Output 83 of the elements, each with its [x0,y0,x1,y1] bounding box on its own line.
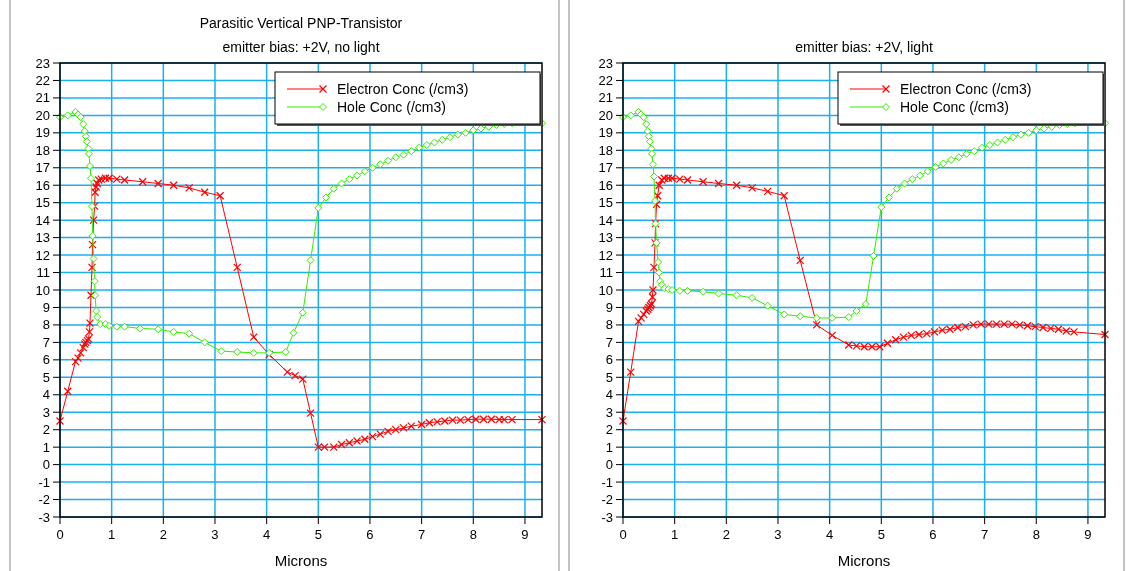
y-tick-label: 23 [598,55,613,71]
x-tick-label: 2 [159,527,167,542]
y-tick-label: 14 [35,212,50,228]
y-tick-label: 18 [598,142,613,158]
y-tick-label: 14 [598,212,613,228]
y-tick-label: 11 [36,265,50,281]
x-axis-title: Microns [274,552,328,569]
y-tick-label: 13 [35,230,50,246]
y-tick-label: 5 [42,369,50,385]
y-tick-label: 22 [598,73,613,89]
y-tick-label: -3 [38,509,50,525]
x-tick-label: 6 [929,527,937,542]
y-tick-label: 23 [35,55,50,71]
legend-label: Electron Conc (/cm3) [900,80,1032,97]
y-tick-label: -2 [601,492,613,508]
x-axis-title: Microns [837,552,891,569]
x-tick-label: 1 [108,527,116,542]
x-tick-label: 0 [56,527,64,542]
y-tick-label: 7 [605,334,613,350]
y-tick-label: 17 [35,160,50,176]
x-tick-label: 4 [263,527,271,542]
x-tick-label: 5 [877,527,885,542]
y-tick-label: 15 [598,195,613,211]
x-tick-label: 8 [1032,527,1040,542]
y-tick-label: 17 [598,160,613,176]
y-tick-label: 8 [42,317,50,333]
y-tick-label: 11 [599,265,613,281]
x-tick-label: 9 [521,527,529,542]
x-tick-label: 7 [418,527,426,542]
y-tick-label: 4 [42,387,50,403]
y-tick-label: 2 [42,422,50,438]
y-tick-label: 13 [598,230,613,246]
x-tick-label: 0 [619,527,627,542]
y-tick-label: 4 [605,387,613,403]
y-tick-label: 21 [35,90,50,106]
y-tick-label: 1 [42,439,50,455]
y-tick-label: 9 [605,300,613,316]
y-tick-label: 12 [35,247,50,263]
y-tick-label: 10 [35,282,50,298]
y-tick-label: -2 [38,492,50,508]
x-tick-label: 2 [722,527,730,542]
x-tick-label: 3 [211,527,219,542]
y-tick-label: 20 [598,107,613,123]
chart-title: Parasitic Vertical PNP-Transistor [199,15,403,31]
x-tick-label: 9 [1084,527,1092,542]
x-tick-label: 5 [314,527,322,542]
y-tick-label: 16 [35,177,50,193]
y-tick-label: 6 [605,352,613,368]
y-tick-label: -1 [601,474,613,490]
y-tick-label: 5 [605,369,613,385]
y-tick-label: 0 [605,457,613,473]
x-tick-label: 6 [366,527,374,542]
y-tick-label: 3 [605,404,613,420]
y-tick-label: 19 [598,125,613,141]
x-tick-label: 4 [826,527,834,542]
y-tick-label: 12 [598,247,613,263]
y-tick-label: 21 [598,90,613,106]
x-tick-label: 7 [981,527,989,542]
legend-label: Hole Conc (/cm3) [337,98,446,115]
y-tick-label: 3 [42,404,50,420]
y-tick-label: 2 [605,422,613,438]
x-tick-label: 3 [774,527,782,542]
x-tick-label: 8 [469,527,477,542]
y-tick-label: 9 [42,300,50,316]
y-tick-label: -3 [601,509,613,525]
x-tick-label: 1 [671,527,679,542]
y-tick-label: 6 [42,352,50,368]
legend-label: Hole Conc (/cm3) [900,98,1009,115]
y-tick-label: 22 [35,73,50,89]
y-tick-label: -1 [38,474,50,490]
y-tick-label: 7 [42,334,50,350]
chart-subtitle: emitter bias: +2V, no light [222,39,380,55]
y-tick-label: 18 [35,142,50,158]
y-tick-label: 20 [35,107,50,123]
y-tick-label: 15 [35,195,50,211]
y-tick-label: 0 [42,457,50,473]
y-tick-label: 16 [598,177,613,193]
chart-subtitle: emitter bias: +2V, light [795,39,933,55]
y-tick-label: 1 [605,439,613,455]
y-tick-label: 10 [598,282,613,298]
y-tick-label: 19 [35,125,50,141]
y-tick-label: 8 [605,317,613,333]
legend-label: Electron Conc (/cm3) [337,80,469,97]
